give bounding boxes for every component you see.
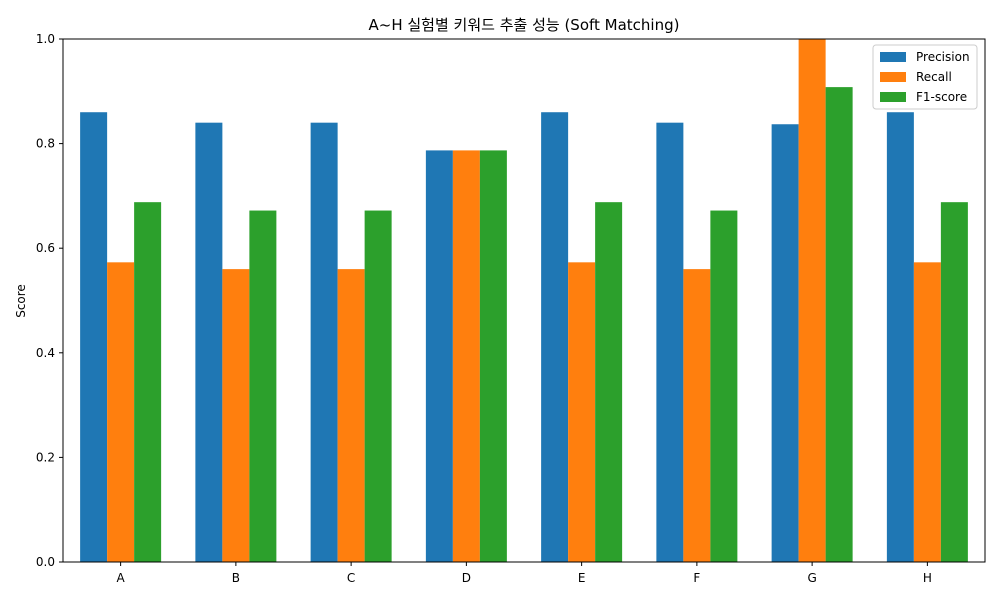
x-tick-label: D bbox=[462, 571, 471, 585]
x-tick-label: H bbox=[923, 571, 932, 585]
bar-f1-score-f bbox=[710, 210, 738, 562]
bar-precision-f bbox=[656, 122, 684, 563]
bars-group bbox=[80, 39, 968, 563]
bar-precision-a bbox=[80, 112, 108, 562]
bar-precision-c bbox=[310, 122, 338, 563]
axes-group: 0.0 0.2 0.4 0.6 0.8 1.0 A B C D E F G H bbox=[36, 32, 986, 585]
bar-recall-g bbox=[798, 39, 826, 562]
legend: Precision Recall F1-score bbox=[872, 44, 978, 110]
bar-f1-score-e bbox=[595, 202, 623, 562]
bar-recall-h bbox=[913, 262, 941, 562]
bar-f1-score-c bbox=[364, 210, 392, 562]
bar-precision-b bbox=[195, 122, 223, 563]
legend-label: Precision bbox=[916, 50, 970, 64]
bar-f1-score-d bbox=[479, 150, 507, 563]
bar-precision-e bbox=[541, 112, 569, 562]
legend-swatch bbox=[880, 92, 906, 102]
legend-swatch bbox=[880, 52, 906, 62]
bar-recall-e bbox=[568, 262, 596, 562]
bar-recall-c bbox=[337, 269, 365, 562]
x-tick-label: G bbox=[807, 571, 816, 585]
bar-precision-d bbox=[425, 150, 453, 563]
bar-f1-score-h bbox=[940, 202, 968, 562]
x-tick-label: A bbox=[117, 571, 126, 585]
bar-precision-h bbox=[886, 112, 914, 562]
x-tick-label: F bbox=[693, 571, 700, 585]
x-tick-label: C bbox=[347, 571, 355, 585]
x-tick-label: B bbox=[232, 571, 240, 585]
bar-f1-score-b bbox=[249, 210, 277, 562]
legend-label: F1-score bbox=[916, 90, 967, 104]
bar-recall-a bbox=[107, 262, 135, 562]
y-tick-label: 0.4 bbox=[36, 346, 55, 360]
y-tick-label: 0.0 bbox=[36, 555, 55, 569]
x-tick-label: E bbox=[578, 571, 586, 585]
y-axis-label: Score bbox=[14, 284, 28, 318]
legend-label: Recall bbox=[916, 70, 952, 84]
y-tick-label: 0.6 bbox=[36, 241, 55, 255]
bar-recall-f bbox=[683, 269, 711, 562]
y-tick-label: 1.0 bbox=[36, 32, 55, 46]
legend-swatch bbox=[880, 72, 906, 82]
plot-frame bbox=[62, 38, 986, 563]
y-tick-label: 0.2 bbox=[36, 450, 55, 464]
chart-title: A~H 실험별 키워드 추출 성능 (Soft Matching) bbox=[369, 16, 680, 34]
bar-f1-score-g bbox=[825, 87, 853, 562]
bar-recall-b bbox=[222, 269, 250, 562]
bar-precision-g bbox=[771, 124, 799, 563]
y-tick-label: 0.8 bbox=[36, 137, 55, 151]
bar-recall-d bbox=[452, 150, 480, 563]
bar-f1-score-a bbox=[134, 202, 162, 562]
